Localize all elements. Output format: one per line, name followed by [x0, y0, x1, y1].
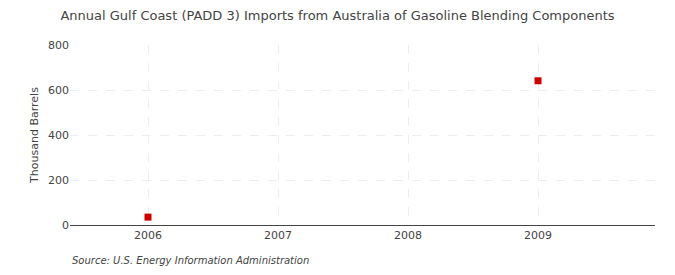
svg-text:2009: 2009 — [524, 229, 552, 242]
svg-text:800: 800 — [48, 39, 69, 52]
svg-text:2006: 2006 — [134, 229, 162, 242]
svg-text:Source: U.S. Energy Informatio: Source: U.S. Energy Information Administ… — [72, 255, 309, 266]
svg-text:Annual Gulf Coast (PADD 3) Imp: Annual Gulf Coast (PADD 3) Imports from … — [60, 8, 614, 23]
svg-text:2007: 2007 — [264, 229, 292, 242]
svg-text:0: 0 — [62, 219, 69, 232]
svg-text:600: 600 — [48, 84, 69, 97]
svg-text:2008: 2008 — [394, 229, 422, 242]
svg-text:200: 200 — [48, 174, 69, 187]
svg-text:Thousand Barrels: Thousand Barrels — [28, 87, 41, 184]
svg-text:400: 400 — [48, 129, 69, 142]
